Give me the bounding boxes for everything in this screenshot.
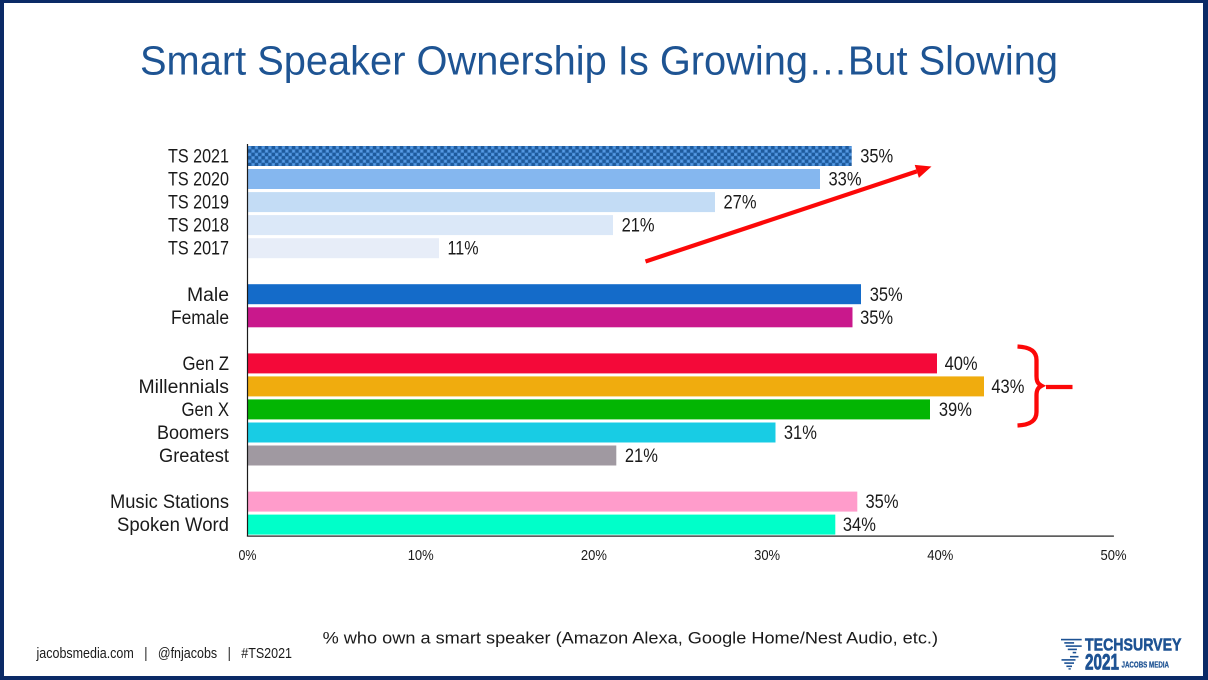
svg-text:11%: 11% [448,239,479,260]
svg-text:Male: Male [187,285,229,306]
svg-text:Greatest: Greatest [159,446,230,467]
svg-text:33%: 33% [829,170,862,191]
svg-text:TS 2020: TS 2020 [168,170,229,191]
svg-text:0%: 0% [239,547,257,564]
svg-text:35%: 35% [870,285,903,306]
svg-text:39%: 39% [939,400,972,421]
svg-text:Spoken Word: Spoken Word [117,515,229,536]
svg-text:21%: 21% [622,216,655,237]
svg-text:Gen Z: Gen Z [183,354,230,375]
svg-text:21%: 21% [625,446,658,467]
svg-text:27%: 27% [724,193,757,214]
svg-text:TS 2021: TS 2021 [168,147,229,168]
svg-text:TECHSURVEY: TECHSURVEY [1085,634,1182,654]
svg-text:35%: 35% [860,308,893,329]
svg-text:Millennials: Millennials [139,377,230,398]
svg-text:10%: 10% [408,547,434,564]
svg-text:50%: 50% [1101,547,1127,564]
svg-text:35%: 35% [866,492,899,513]
svg-text:30%: 30% [754,547,780,564]
svg-text:JACOBS MEDIA: JACOBS MEDIA [1122,659,1170,669]
svg-text:40%: 40% [945,354,978,375]
svg-text:43%: 43% [991,377,1024,398]
svg-text:TS 2019: TS 2019 [168,193,229,214]
svg-text:jacobsmedia.com | @fnjacob: jacobsmedia.com | @fnjacobs | #TS2021 [36,646,292,662]
svg-text:Female: Female [171,308,229,329]
svg-text:2021: 2021 [1085,650,1119,675]
svg-text:TS 2017: TS 2017 [168,239,229,260]
svg-text:Boomers: Boomers [157,423,229,444]
svg-text:20%: 20% [581,547,607,564]
svg-text:Gen X: Gen X [182,400,230,421]
svg-text:35%: 35% [860,147,893,168]
svg-text:34%: 34% [843,515,876,536]
svg-text:Music Stations: Music Stations [110,492,229,513]
svg-text:% who own a smart speaker (Ama: % who own a smart speaker (Amazon Alexa,… [323,630,938,648]
svg-text:40%: 40% [927,547,953,564]
svg-text:Smart Speaker Ownership Is Gro: Smart Speaker Ownership Is Growing…But S… [140,38,1058,84]
svg-text:TS 2018: TS 2018 [168,216,229,237]
svg-text:31%: 31% [784,423,817,444]
